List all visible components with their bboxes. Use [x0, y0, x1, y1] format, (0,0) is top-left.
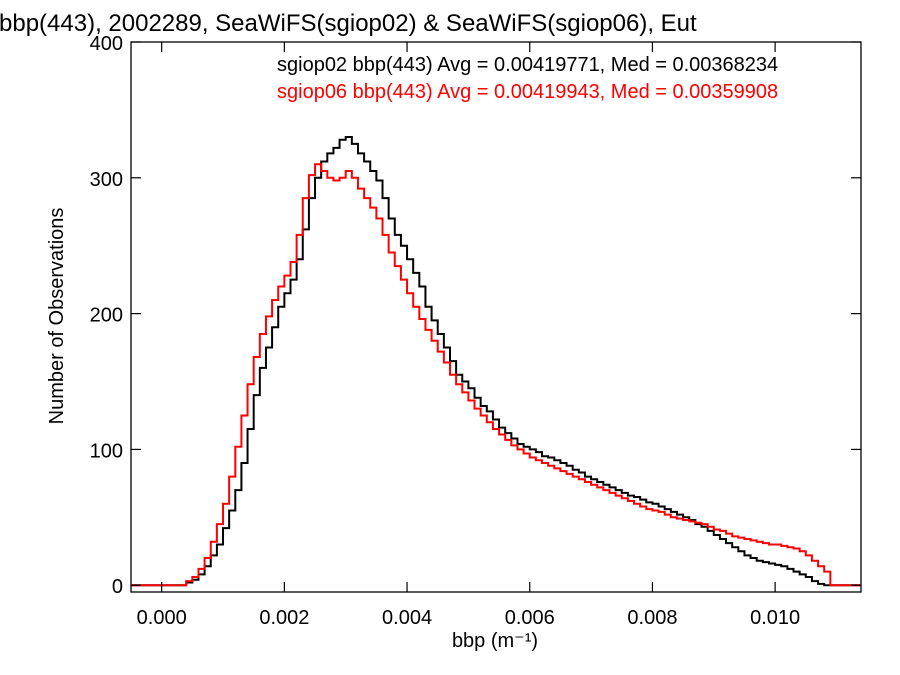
stats-annotation-sgiop02: sgiop02 bbp(443) Avg = 0.00419771, Med =… — [277, 54, 778, 76]
plot-frame — [130, 41, 862, 593]
series-line-0 — [131, 136, 861, 587]
series-line-1 — [131, 163, 861, 587]
x-tick-label: 0.004 — [382, 607, 432, 629]
chart-title: bbp(443), 2002289, SeaWiFS(sgiop02) & Se… — [0, 10, 697, 37]
stats-annotation-sgiop06: sgiop06 bbp(443) Avg = 0.00419943, Med =… — [277, 81, 778, 103]
x-axis-label: bbp (m⁻¹) — [452, 630, 538, 652]
y-tick-label: 200 — [90, 305, 123, 327]
x-tick-label: 0.006 — [505, 607, 555, 629]
y-tick-label: 0 — [112, 576, 123, 598]
x-tick-label: 0.008 — [627, 607, 677, 629]
axis-layer: 0.000 0.002 0.004 0.006 0.008 0.010 0 100 200 300… — [90, 33, 861, 629]
x-tick-label: 0.002 — [259, 607, 309, 629]
y-tick-label: 400 — [90, 33, 123, 55]
x-tick-label: 0.010 — [750, 607, 800, 629]
y-axis-label: Number of Observations — [46, 208, 68, 425]
y-tick-label: 300 — [90, 169, 123, 191]
series-layer — [131, 136, 861, 587]
x-tick-label: 0.000 — [137, 607, 187, 629]
y-tick-label: 100 — [90, 440, 123, 462]
